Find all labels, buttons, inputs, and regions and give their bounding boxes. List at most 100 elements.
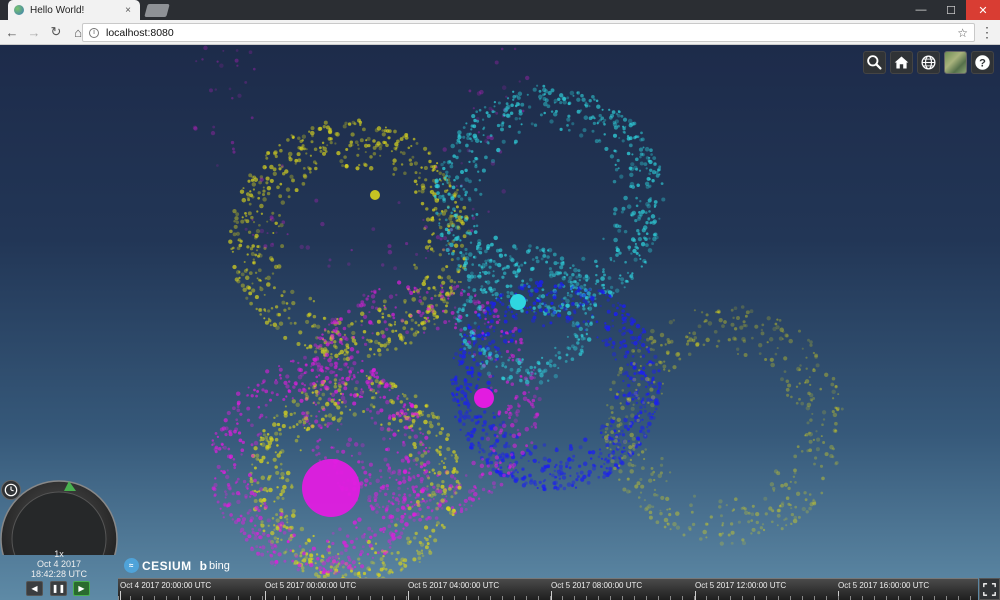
timeline-minor-tick (586, 596, 587, 600)
timeline-minor-tick (526, 596, 527, 600)
play-reverse-button[interactable]: ◀ (26, 581, 43, 596)
timeline-minor-tick (274, 596, 275, 600)
timeline-minor-tick (490, 596, 491, 600)
object-marker[interactable] (474, 388, 494, 408)
timeline-minor-tick (634, 596, 635, 600)
fullscreen-icon[interactable] (979, 578, 1000, 600)
point-cloud-sphere (433, 84, 666, 317)
timeline-major-tick (838, 591, 839, 600)
object-marker[interactable] (370, 190, 380, 200)
browser-tabstrip: Hello World! × — ☐ ✕ (0, 0, 1000, 20)
window-controls: — ☐ ✕ (906, 0, 1000, 20)
timeline-minor-tick (874, 596, 875, 600)
home-nav-icon[interactable]: ⌂ (74, 24, 82, 40)
animation-time: 18:42:28 UTC (30, 569, 88, 579)
timeline-minor-tick (502, 596, 503, 600)
info-icon[interactable]: i (89, 27, 99, 38)
timeline-minor-tick (574, 596, 575, 600)
animation-dial[interactable] (0, 477, 118, 555)
timeline-minor-tick (550, 596, 551, 600)
timeline-minor-tick (214, 596, 215, 600)
minimize-button[interactable]: — (915, 4, 927, 16)
point-cloud-sphere (192, 45, 530, 271)
bing-logo-icon: b (199, 558, 208, 573)
timeline-minor-tick (730, 596, 731, 600)
timeline-minor-tick (886, 596, 887, 600)
timeline-minor-tick (754, 596, 755, 600)
point-cloud-sphere (604, 305, 844, 546)
timeline-minor-tick (970, 596, 971, 600)
search-icon[interactable] (863, 51, 886, 74)
back-arrow-icon[interactable]: ← (5, 24, 19, 40)
timeline-minor-tick (538, 596, 539, 600)
timeline-minor-tick (850, 596, 851, 600)
cesium-viewer[interactable]: ? (0, 45, 1000, 600)
globe-icon[interactable] (917, 51, 940, 74)
timeline-minor-tick (862, 596, 863, 600)
animation-speed: 1x (54, 549, 64, 559)
point-cloud-sphere (455, 244, 595, 385)
timeline-minor-tick (226, 596, 227, 600)
timeline-minor-tick (454, 596, 455, 600)
pause-button[interactable]: ❚❚ (50, 581, 67, 596)
timeline-minor-tick (406, 596, 407, 600)
point-cloud-sphere (249, 374, 462, 587)
new-tab-button[interactable] (144, 4, 170, 17)
timeline-minor-tick (718, 596, 719, 600)
point-cloud-sphere (211, 355, 431, 576)
home-icon[interactable] (890, 51, 913, 74)
clock-icon[interactable] (1, 480, 21, 500)
browser-tab[interactable]: Hello World! × (8, 0, 140, 20)
browser-menu-icon[interactable]: ⋮ (980, 24, 994, 40)
address-text: localhost:8080 (106, 26, 174, 39)
timeline-minor-tick (466, 596, 467, 600)
viewer-toolbar: ? (863, 51, 994, 74)
timeline-minor-tick (370, 596, 371, 600)
address-bar[interactable]: i localhost:8080 ☆ (82, 23, 975, 42)
timeline-minor-tick (358, 596, 359, 600)
animation-date: Oct 4 2017 (36, 559, 82, 569)
timeline-minor-tick (646, 596, 647, 600)
timeline-major-tick (265, 591, 266, 600)
timeline-minor-tick (922, 596, 923, 600)
bookmark-star-icon[interactable]: ☆ (957, 25, 968, 40)
close-window-button[interactable]: ✕ (966, 0, 1000, 20)
timeline-label: Oct 4 2017 20:00:00 UTC (120, 581, 212, 590)
timeline-label: Oct 5 2017 08:00:00 UTC (551, 581, 643, 590)
timeline-major-tick (695, 591, 696, 600)
timeline-minor-tick (598, 596, 599, 600)
timeline-minor-tick (562, 596, 563, 600)
timeline-minor-tick (418, 596, 419, 600)
timeline-minor-tick (478, 596, 479, 600)
timeline-minor-tick (766, 596, 767, 600)
tab-close-button[interactable]: × (125, 4, 131, 16)
point-cloud-scene[interactable] (0, 45, 1000, 600)
imagery-icon[interactable] (944, 51, 967, 74)
timeline[interactable]: Oct 4 2017 20:00:00 UTC Oct 5 2017 00:00:… (118, 578, 978, 600)
favicon-icon (14, 5, 24, 15)
timeline-minor-tick (910, 596, 911, 600)
timeline-minor-tick (610, 596, 611, 600)
timeline-minor-tick (514, 596, 515, 600)
timeline-minor-tick (382, 596, 383, 600)
svg-text:?: ? (979, 57, 986, 69)
play-forward-button[interactable]: ▶ (73, 581, 90, 596)
timeline-minor-tick (262, 596, 263, 600)
reload-icon[interactable]: ↻ (50, 24, 62, 39)
timeline-minor-tick (790, 596, 791, 600)
timeline-label: Oct 5 2017 04:00:00 UTC (408, 581, 500, 590)
timeline-minor-tick (838, 596, 839, 600)
timeline-minor-tick (142, 596, 143, 600)
forward-arrow-icon[interactable]: → (27, 24, 41, 40)
object-marker[interactable] (302, 459, 360, 517)
help-icon[interactable]: ? (971, 51, 994, 74)
timeline-minor-tick (178, 596, 179, 600)
cesium-logo[interactable]: ≈ CESIUM (124, 558, 192, 573)
timeline-minor-tick (430, 596, 431, 600)
timeline-minor-tick (322, 596, 323, 600)
timeline-minor-tick (334, 596, 335, 600)
timeline-minor-tick (958, 596, 959, 600)
bing-logo[interactable]: b bing (199, 558, 230, 573)
maximize-button[interactable]: ☐ (946, 4, 956, 17)
object-marker[interactable] (510, 294, 526, 310)
